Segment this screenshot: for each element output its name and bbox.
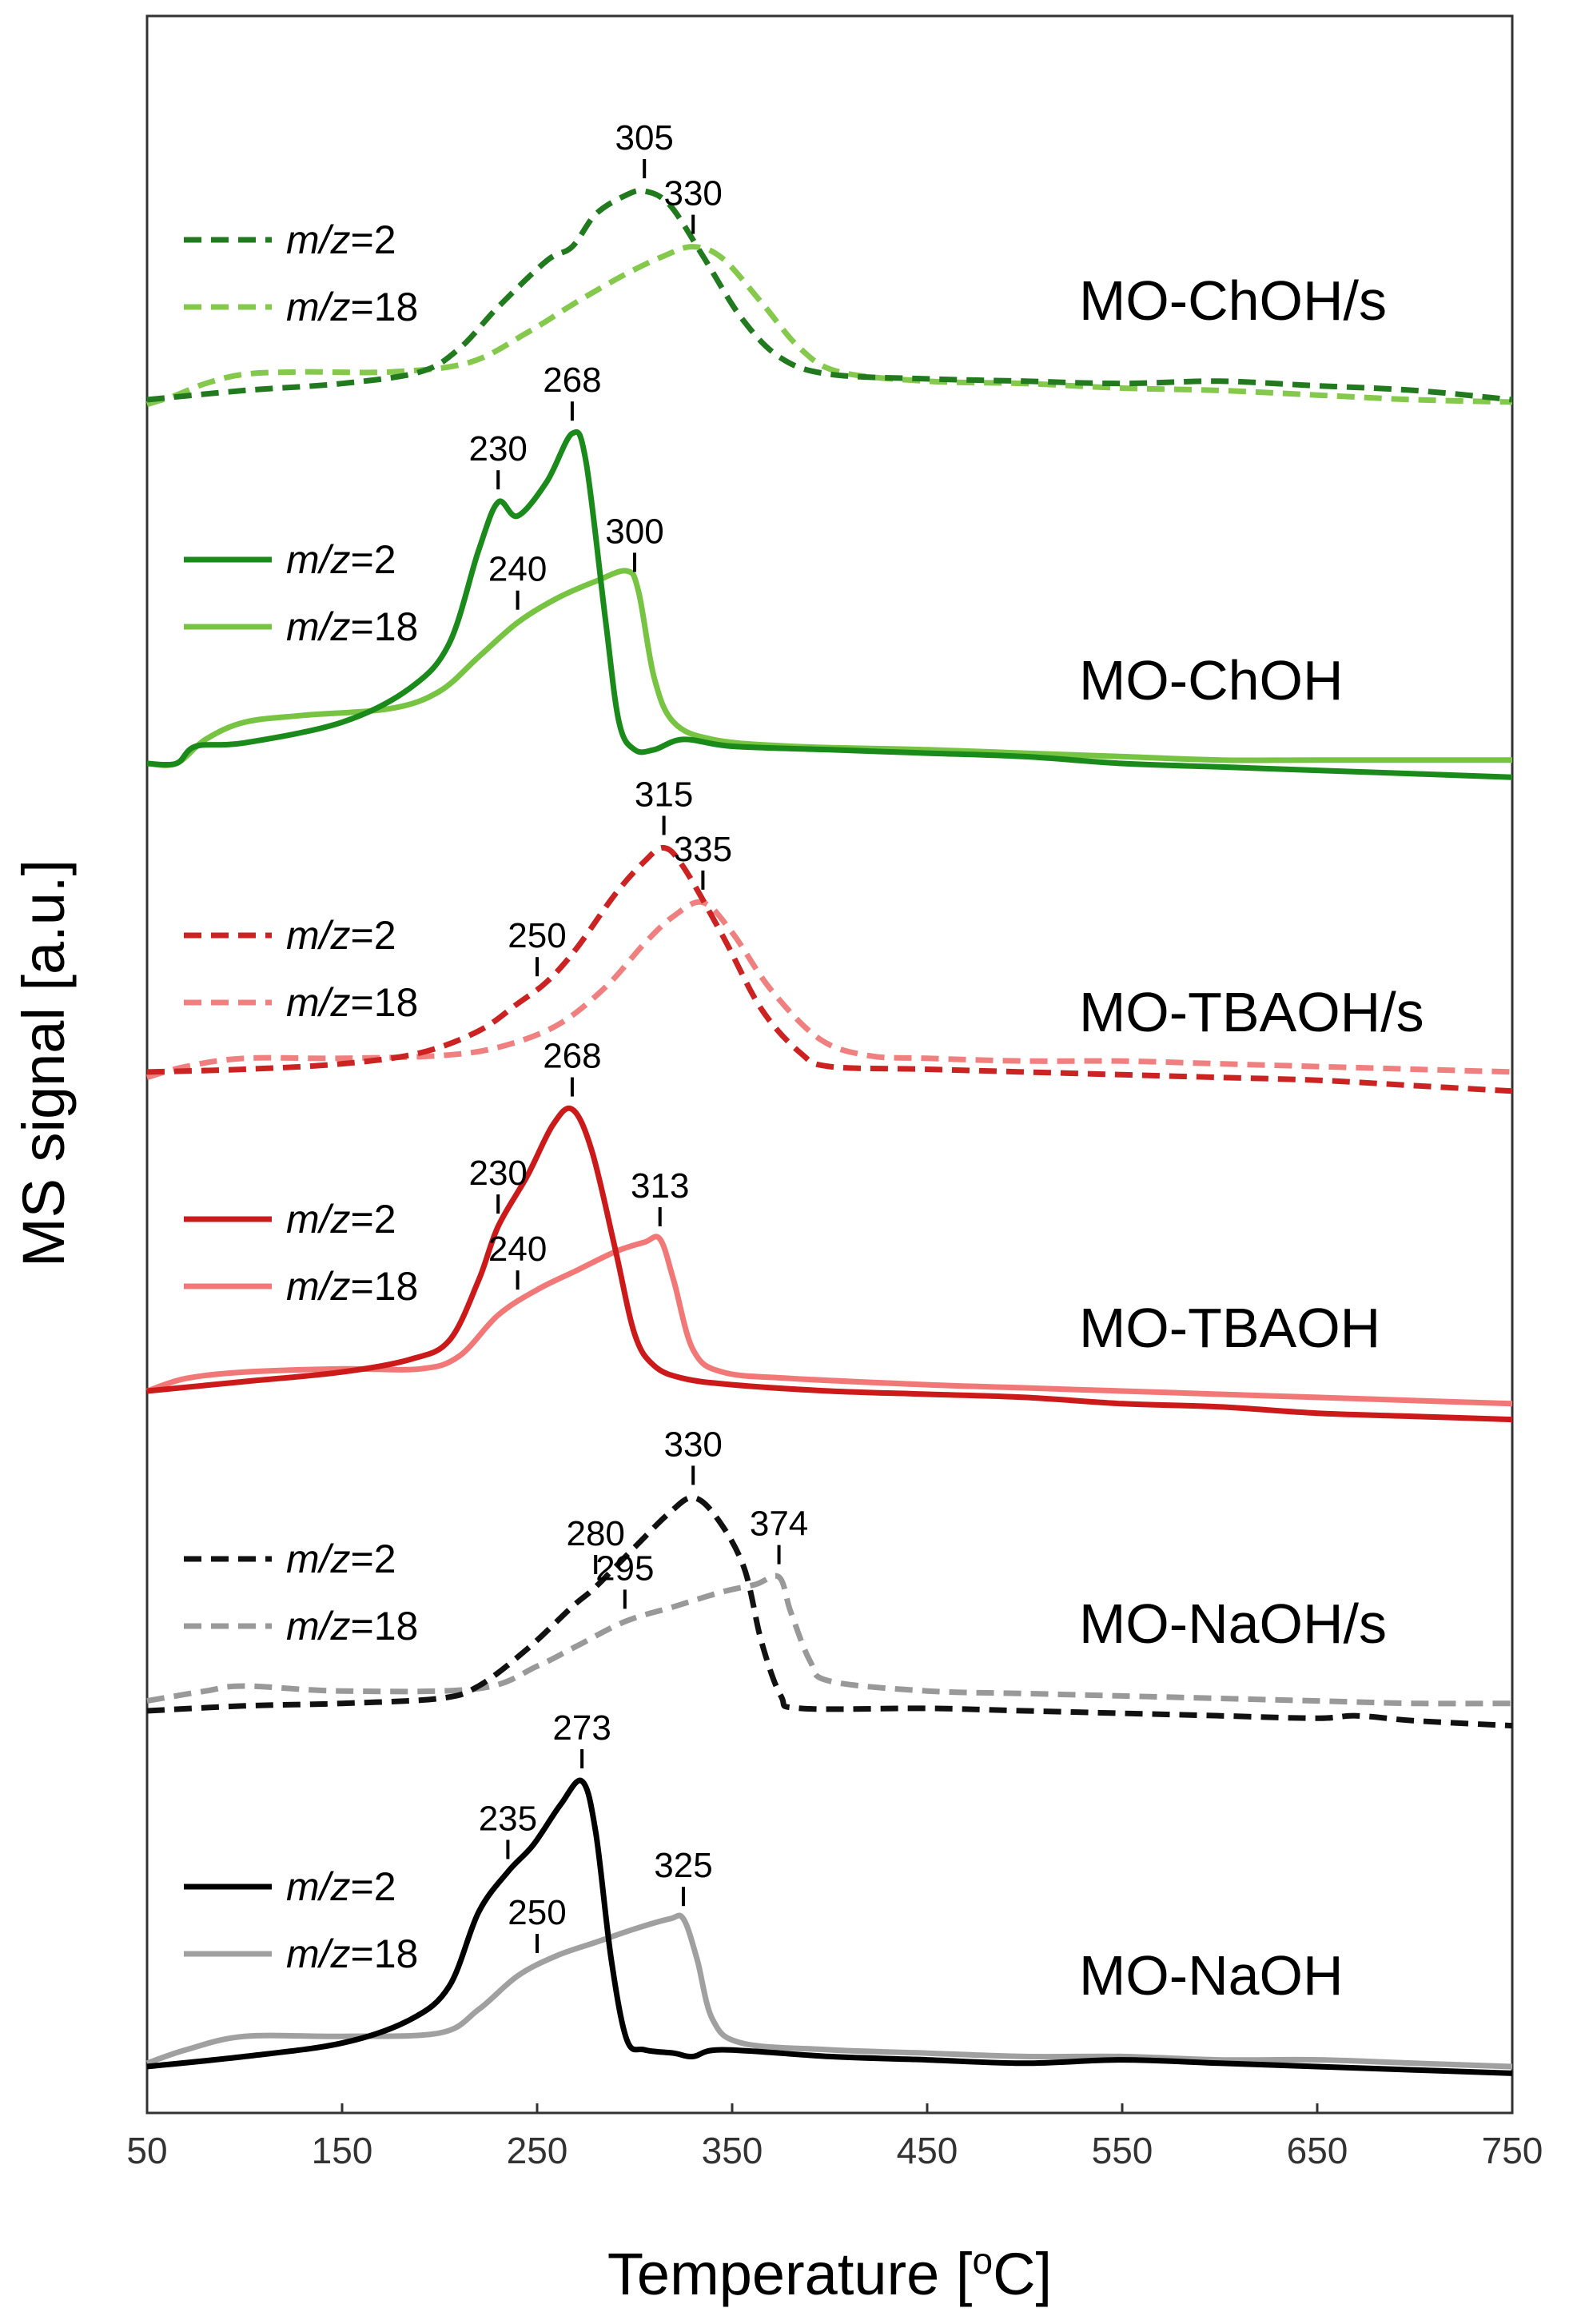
- legend-label: m/z=18: [286, 1264, 418, 1309]
- legend-label: m/z=2: [286, 217, 396, 262]
- peak-label: 300: [605, 512, 663, 551]
- legend-label: m/z=18: [286, 604, 418, 649]
- legend-label: m/z=18: [286, 980, 418, 1025]
- legend-label: m/z=18: [286, 1604, 418, 1648]
- legend-label: m/z=2: [286, 1197, 396, 1242]
- peak-label: 240: [488, 1230, 547, 1269]
- x-axis-title: Temperature [oC]: [607, 2240, 1052, 2307]
- legend-label: m/z=2: [286, 537, 396, 582]
- peak-label: 250: [508, 916, 566, 955]
- plot-frame: [145, 14, 1514, 2115]
- panel-mo-choh-s: 305 330 m/z=2 m/z=18 MO-ChOH/s: [145, 118, 1513, 408]
- peak-label: 268: [543, 1037, 601, 1076]
- y-axis-title: MS signal [a.u.]: [10, 859, 77, 1267]
- peak-label: 335: [674, 830, 732, 869]
- series-line-mz18: [145, 1912, 1513, 2070]
- x-tick-label: 50: [126, 2130, 167, 2171]
- peak-label: 268: [543, 361, 601, 400]
- series-line-mz2: [146, 1105, 1513, 1423]
- x-tick-label: 550: [1092, 2130, 1153, 2171]
- peak-label: 230: [468, 1154, 527, 1193]
- legend-label: m/z=2: [286, 1537, 396, 1581]
- peak-label: 330: [663, 174, 722, 213]
- series-line-mz2: [146, 844, 1513, 1094]
- sample-label: MO-NaOH/s: [1079, 1593, 1387, 1655]
- legend-label: m/z=18: [286, 1931, 418, 1976]
- x-tick-label: 650: [1287, 2130, 1348, 2171]
- peak-label: 374: [750, 1505, 808, 1544]
- legend-label: m/z=18: [286, 285, 418, 329]
- peak-label: 325: [654, 1846, 712, 1885]
- series-line-mz18: [145, 244, 1513, 408]
- peak-label: 330: [663, 1425, 722, 1464]
- legend-label: m/z=2: [286, 1864, 396, 1909]
- sample-label: MO-TBAOH: [1079, 1297, 1380, 1359]
- x-axis-ticks: 50 150 250 350 450 550 650 750: [126, 2103, 1543, 2171]
- peak-label: 273: [552, 1708, 611, 1748]
- x-tick-label: 250: [507, 2130, 568, 2171]
- peak-label: 295: [595, 1549, 654, 1588]
- series-line-mz18: [146, 1573, 1513, 1707]
- series-line-mz18: [146, 568, 1512, 768]
- x-tick-label: 750: [1482, 2130, 1543, 2171]
- peak-label: 313: [631, 1166, 689, 1206]
- x-tick-label: 350: [702, 2130, 763, 2171]
- peak-label: 230: [468, 429, 527, 468]
- series-line-mz2: [146, 1494, 1513, 1729]
- series-line-mz18: [145, 1234, 1513, 1407]
- peak-label: 315: [635, 775, 693, 814]
- series-line-mz2: [146, 1777, 1513, 2076]
- sample-label: MO-TBAOH/s: [1079, 981, 1424, 1043]
- x-tick-label: 150: [312, 2130, 373, 2171]
- panel-mo-tbaoh-s: 250 315 335 m/z=2 m/z=18 MO-TBAOH/s: [146, 775, 1513, 1094]
- sample-label: MO-ChOH/s: [1079, 269, 1387, 332]
- panels: 305 330 m/z=2 m/z=18 MO-ChOH/s 230 268 240 300 m/…: [145, 118, 1513, 2076]
- peak-label: 235: [479, 1799, 537, 1838]
- peak-label: 305: [615, 118, 673, 157]
- peak-label: 250: [508, 1893, 566, 1932]
- series-line-mz2: [146, 187, 1513, 403]
- sample-label: MO-ChOH: [1079, 649, 1344, 712]
- series-line-mz2: [146, 429, 1513, 780]
- sample-label: MO-NaOH: [1079, 1944, 1344, 2007]
- peak-label: 240: [488, 550, 547, 589]
- peak-label: 280: [566, 1514, 624, 1553]
- panel-mo-naoh-s: 280 330 295 374 m/z=2 m/z=18 MO-NaOH/s: [146, 1425, 1513, 1729]
- panel-mo-choh: 230 268 240 300 m/z=2 m/z=18 MO-ChOH: [146, 361, 1513, 780]
- legend-label: m/z=2: [286, 913, 396, 958]
- panel-mo-naoh: 235 273 250 325 m/z=2 m/z=18 MO-NaOH: [145, 1708, 1513, 2076]
- panel-mo-tbaoh: 230 268 240 313 m/z=2 m/z=18 MO-TBAOH: [145, 1037, 1513, 1423]
- x-tick-label: 450: [897, 2130, 958, 2171]
